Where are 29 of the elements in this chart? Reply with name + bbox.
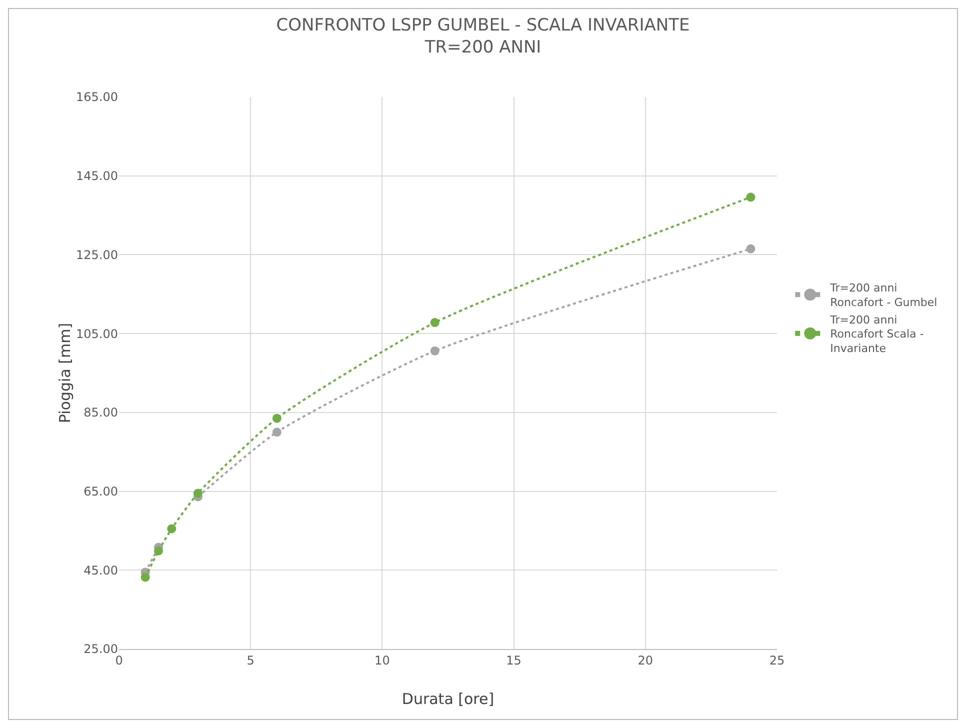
y-tick-label: 165.00 (76, 90, 118, 104)
y-axis-title: Pioggia [mm] (56, 322, 74, 424)
chart-title: CONFRONTO LSPP GUMBEL - SCALA INVARIANTE TR=200 ANNI (276, 15, 690, 58)
x-tick-label: 20 (638, 653, 654, 668)
point (430, 318, 440, 328)
y-tick-label: 105.00 (76, 326, 118, 341)
point (272, 428, 282, 437)
y-tick-label: 125.00 (76, 248, 118, 262)
y-tick-label: 85.00 (84, 406, 118, 420)
point (154, 546, 163, 556)
x-tick-label: 15 (506, 653, 522, 668)
point (272, 414, 282, 423)
y-tick-label: 65.00 (84, 484, 118, 498)
x-axis-title: Durata [ore] (402, 690, 494, 708)
y-tick-label: 25.00 (84, 642, 118, 656)
point (746, 192, 756, 202)
point (193, 488, 202, 498)
point (430, 346, 440, 356)
legend-label: Tr=200 anni Roncafort Scala - Invariante (829, 313, 924, 355)
x-tick-label: 0 (115, 653, 123, 668)
x-tick-label: 10 (374, 653, 390, 668)
point (167, 524, 176, 534)
y-tick-label: 145.00 (76, 169, 118, 184)
x-tick-label: 5 (246, 653, 254, 668)
point (746, 244, 756, 254)
x-tick-label: 25 (769, 653, 785, 668)
point (140, 572, 150, 582)
legend-label: Tr=200 anni Roncafort - Gumbel (829, 282, 938, 310)
y-tick-label: 45.00 (84, 563, 118, 578)
